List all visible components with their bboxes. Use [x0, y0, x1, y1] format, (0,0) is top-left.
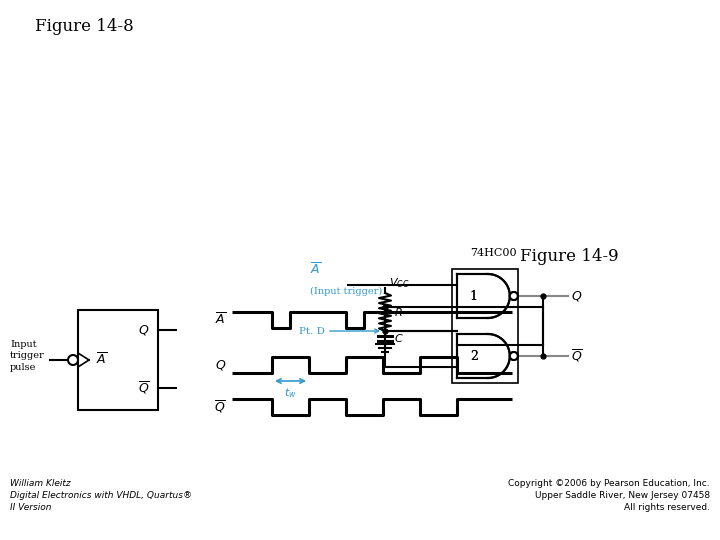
Text: $Q$: $Q$ [138, 323, 150, 337]
Circle shape [510, 292, 518, 300]
Bar [452, 269, 518, 383]
Text: 2: 2 [470, 349, 478, 362]
Text: $t_w$: $t_w$ [284, 386, 297, 400]
Bar [78, 310, 158, 410]
Text: Input
trigger
pulse: Input trigger pulse [10, 340, 45, 372]
Text: $\overline{A}$: $\overline{A}$ [310, 261, 321, 277]
Text: $C$: $C$ [394, 332, 404, 344]
Text: $R$: $R$ [394, 306, 402, 318]
Text: Copyright ©2006 by Pearson Education, Inc.
Upper Saddle River, New Jersey 07458
: Copyright ©2006 by Pearson Education, In… [508, 480, 710, 512]
Text: Pt. D: Pt. D [299, 327, 325, 335]
Circle shape [510, 292, 518, 300]
Text: $\overline{Q}$: $\overline{Q}$ [138, 380, 150, 396]
Text: Figure 14-8: Figure 14-8 [35, 18, 134, 35]
Text: $\overline{Q}$: $\overline{Q}$ [214, 399, 226, 415]
Circle shape [68, 355, 78, 365]
Text: $Q$: $Q$ [571, 289, 582, 303]
Text: $\overline{Q}$: $\overline{Q}$ [571, 348, 582, 364]
Text: $\overline{A}$: $\overline{A}$ [96, 352, 107, 368]
Text: 1: 1 [470, 289, 478, 302]
Text: $V_{CC}$: $V_{CC}$ [389, 276, 410, 290]
Text: (Input trigger): (Input trigger) [310, 287, 382, 296]
Text: 74HC00: 74HC00 [469, 248, 516, 258]
Circle shape [510, 352, 518, 360]
Text: 2: 2 [470, 349, 478, 362]
Circle shape [510, 352, 518, 360]
Text: William Kleitz
Digital Electronics with VHDL, Quartus®
II Version: William Kleitz Digital Electronics with … [10, 480, 192, 512]
Text: Figure 14-9: Figure 14-9 [520, 248, 618, 265]
Text: 1: 1 [470, 289, 478, 302]
Text: $\overline{A}$: $\overline{A}$ [215, 312, 226, 328]
Text: $Q$: $Q$ [215, 358, 226, 372]
